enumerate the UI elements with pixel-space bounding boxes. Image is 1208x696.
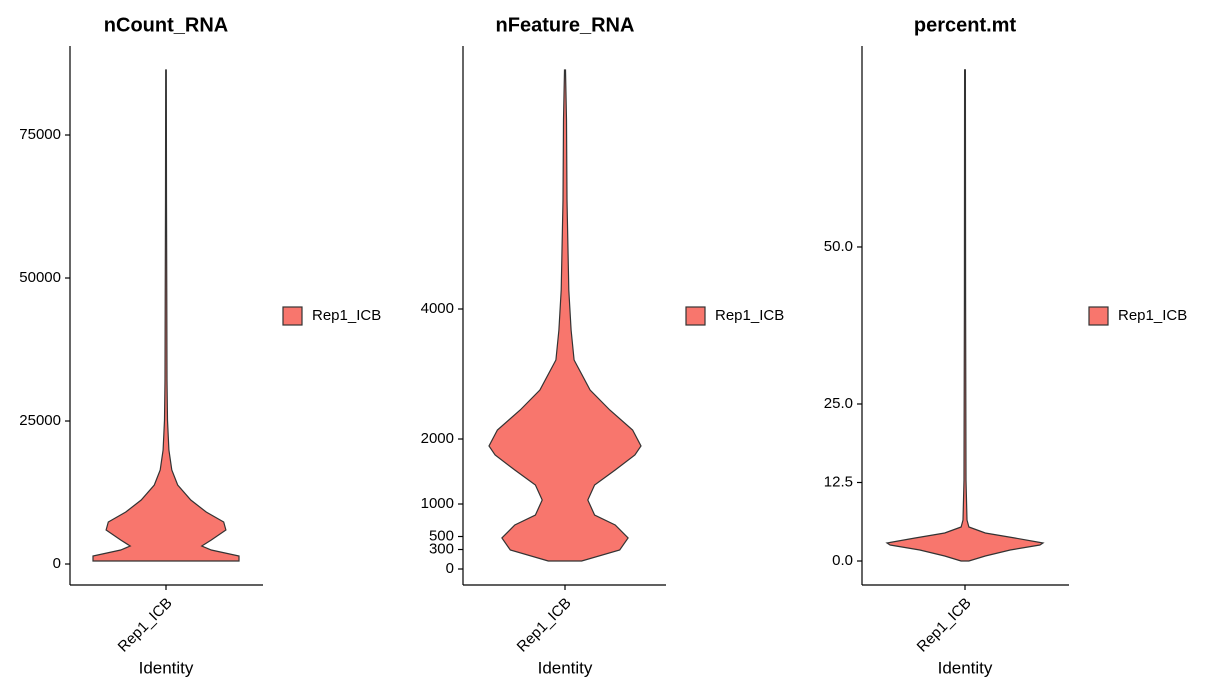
y-tick-label: 500 (429, 527, 454, 544)
y-tick-label: 25000 (19, 412, 61, 429)
y-tick-label: 4000 (421, 300, 454, 317)
y-tick-label: 0 (53, 555, 61, 572)
legend-swatch (1088, 306, 1109, 326)
y-tick-label: 1000 (421, 495, 454, 512)
violin (92, 69, 240, 562)
x-tick-label: Rep1_ICB (115, 595, 176, 656)
y-tick-label: 300 (429, 540, 454, 557)
x-axis-title: Identity (139, 658, 194, 677)
x-tick-label: Rep1_ICB (514, 595, 575, 656)
legend-swatch (685, 306, 706, 326)
y-tick-label: 12.5 (824, 473, 853, 490)
y-tick-label: 0 (446, 560, 454, 577)
y-tick-label: 25.0 (824, 395, 853, 412)
y-tick-label: 0.0 (832, 552, 853, 569)
legend-swatch (282, 306, 303, 326)
chart-title: nFeature_RNA (496, 14, 635, 36)
x-tick-label: Rep1_ICB (914, 595, 975, 656)
y-tick-label: 50000 (19, 269, 61, 286)
y-tick-label: 50.0 (824, 238, 853, 255)
legend-label: Rep1_ICB (312, 307, 381, 324)
violin (488, 69, 642, 562)
y-tick-label: 2000 (421, 430, 454, 447)
violin (885, 69, 1045, 562)
x-axis-title: Identity (938, 658, 993, 677)
y-tick-label: 75000 (19, 126, 61, 143)
x-axis-title: Identity (538, 658, 593, 677)
legend-label: Rep1_ICB (1118, 307, 1187, 324)
chart-title: nCount_RNA (104, 14, 228, 36)
legend-label: Rep1_ICB (715, 307, 784, 324)
chart-title: percent.mt (914, 14, 1017, 36)
